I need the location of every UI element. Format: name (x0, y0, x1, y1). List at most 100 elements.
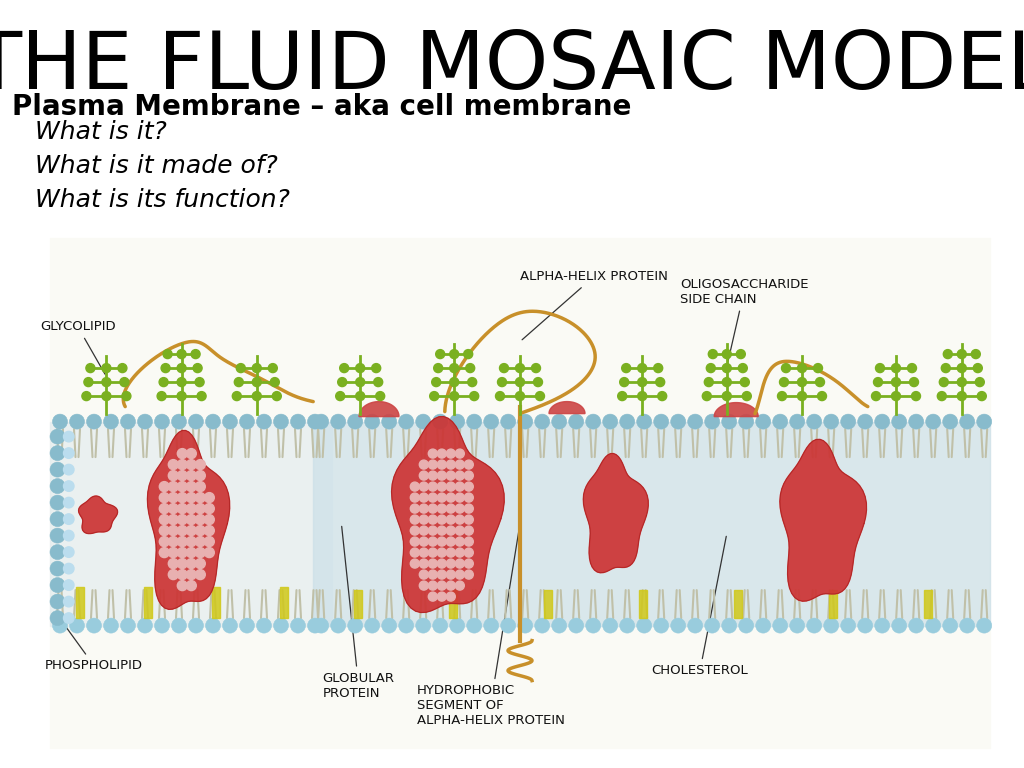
Circle shape (722, 378, 731, 386)
Circle shape (464, 493, 473, 502)
Circle shape (790, 414, 805, 429)
Circle shape (437, 581, 446, 590)
Circle shape (466, 363, 475, 372)
Circle shape (160, 537, 169, 547)
Circle shape (411, 482, 419, 491)
Circle shape (464, 471, 473, 480)
Text: HYDROPHOBIC
SEGMENT OF
ALPHA-HELIX PROTEIN: HYDROPHOBIC SEGMENT OF ALPHA-HELIX PROTE… (417, 526, 564, 727)
Circle shape (468, 378, 477, 386)
Circle shape (892, 414, 906, 429)
Circle shape (871, 392, 881, 401)
Circle shape (456, 493, 464, 502)
Circle shape (252, 378, 261, 386)
Circle shape (160, 482, 169, 492)
Circle shape (411, 548, 419, 557)
Circle shape (374, 378, 383, 386)
Circle shape (50, 462, 65, 477)
Circle shape (501, 414, 516, 429)
Circle shape (798, 363, 807, 372)
Circle shape (518, 414, 532, 429)
Circle shape (86, 414, 101, 429)
Circle shape (688, 618, 702, 633)
Circle shape (50, 528, 65, 543)
Circle shape (411, 493, 419, 502)
Circle shape (428, 570, 437, 579)
Circle shape (483, 618, 499, 633)
Circle shape (177, 515, 187, 525)
Circle shape (63, 596, 74, 607)
Circle shape (177, 581, 187, 591)
Circle shape (177, 363, 186, 372)
Text: THE FLUID MOSAIC MODEL: THE FLUID MOSAIC MODEL (0, 28, 1024, 106)
Circle shape (186, 537, 197, 547)
Circle shape (50, 495, 65, 510)
Circle shape (892, 363, 900, 372)
Bar (450, 590, 457, 617)
Circle shape (638, 363, 647, 372)
Polygon shape (359, 402, 399, 416)
Circle shape (907, 363, 916, 372)
Circle shape (313, 618, 329, 633)
Circle shape (419, 471, 428, 480)
Circle shape (943, 414, 957, 429)
Circle shape (419, 581, 428, 590)
Circle shape (168, 548, 178, 558)
Text: What is it made of?: What is it made of? (35, 154, 278, 178)
Circle shape (437, 559, 446, 568)
Circle shape (709, 349, 717, 359)
Circle shape (705, 414, 720, 429)
Circle shape (450, 392, 459, 401)
Circle shape (177, 492, 187, 502)
Circle shape (534, 378, 543, 386)
Circle shape (705, 378, 714, 386)
Circle shape (446, 460, 456, 469)
Circle shape (50, 511, 65, 527)
Circle shape (419, 460, 428, 469)
Circle shape (419, 504, 428, 513)
Circle shape (355, 378, 365, 386)
Circle shape (437, 515, 446, 524)
Circle shape (160, 492, 169, 502)
Circle shape (256, 618, 271, 633)
Circle shape (307, 618, 323, 633)
Circle shape (416, 414, 431, 429)
Circle shape (738, 363, 748, 372)
Circle shape (177, 449, 187, 458)
Circle shape (355, 363, 365, 372)
Circle shape (205, 492, 214, 502)
Circle shape (892, 392, 900, 401)
Circle shape (500, 363, 509, 372)
Circle shape (268, 363, 278, 372)
Circle shape (705, 618, 720, 633)
Circle shape (382, 618, 396, 633)
Circle shape (168, 515, 178, 525)
Circle shape (817, 392, 826, 401)
Circle shape (450, 378, 459, 386)
Circle shape (807, 618, 821, 633)
Circle shape (348, 618, 362, 633)
Circle shape (196, 525, 205, 535)
Circle shape (196, 558, 205, 568)
Circle shape (419, 537, 428, 546)
Circle shape (498, 378, 507, 386)
Circle shape (464, 349, 473, 359)
Circle shape (177, 570, 187, 580)
Circle shape (456, 548, 464, 557)
Circle shape (813, 363, 822, 372)
Circle shape (738, 414, 754, 429)
Circle shape (159, 378, 168, 386)
Circle shape (186, 570, 197, 580)
Bar (50, 422, 332, 626)
Circle shape (338, 378, 347, 386)
Circle shape (456, 482, 464, 491)
Circle shape (433, 414, 447, 429)
Text: GLYCOLIPID: GLYCOLIPID (40, 320, 116, 374)
Circle shape (671, 618, 686, 633)
Bar (829, 590, 838, 617)
Circle shape (973, 363, 982, 372)
Circle shape (63, 448, 74, 458)
Circle shape (205, 515, 214, 525)
Circle shape (722, 349, 731, 359)
Circle shape (437, 482, 446, 491)
Circle shape (419, 559, 428, 568)
